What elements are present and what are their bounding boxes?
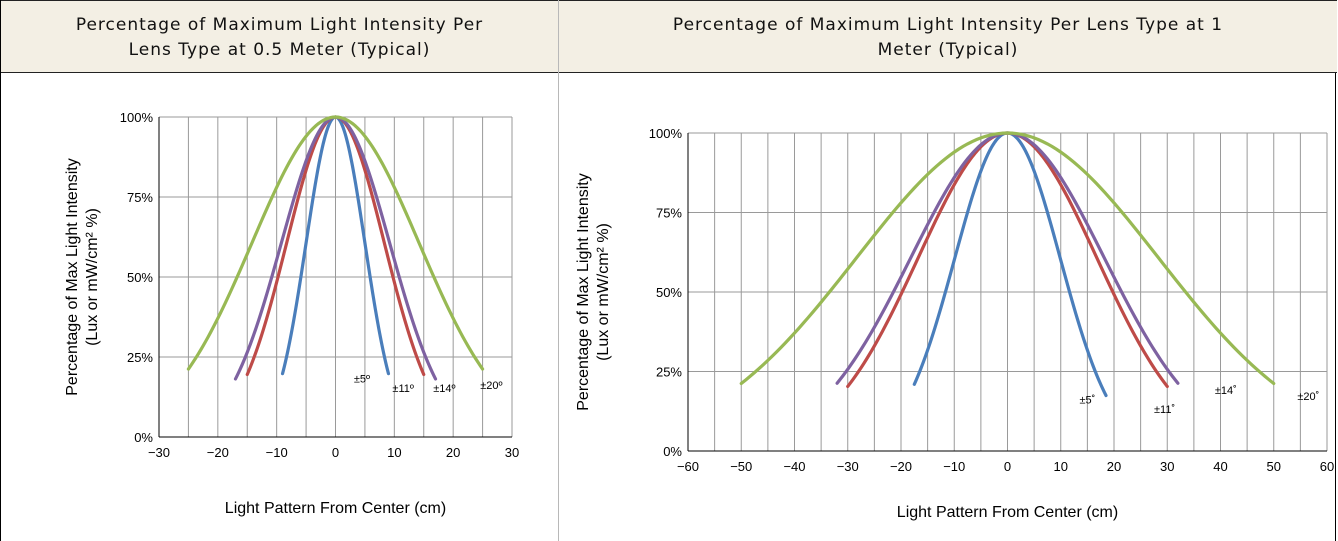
- table-header-row: Percentage of Maximum Light Intensity Pe…: [1, 0, 1337, 73]
- y-tick-label: 25%: [127, 350, 153, 365]
- series-label-4: ±20º: [480, 380, 502, 392]
- x-tick-label: −50: [730, 459, 752, 474]
- x-tick-label: 10: [387, 445, 401, 460]
- series-label-1: ±5˚: [1079, 394, 1095, 406]
- series-label-4: ±20˚: [1297, 391, 1319, 403]
- series-label-3: ±14˚: [1215, 385, 1237, 397]
- series-line-4: [186, 115, 485, 371]
- x-tick-label: −40: [783, 459, 805, 474]
- y-axis-label-line2: (Lux or mW/cm² %): [84, 208, 101, 346]
- x-tick-label: 20: [446, 445, 460, 460]
- y-axis-label-line1: Percentage of Max Light Intensity: [64, 158, 81, 395]
- left-column-header: Percentage of Maximum Light Intensity Pe…: [1, 1, 558, 74]
- chart-0.5-meter: 0% 25% 50% 75% 100% −30 −20 −10 0 10 20 30 Light Pat…: [64, 110, 519, 517]
- x-axis-label: Light Pattern From Center (cm): [897, 504, 1118, 521]
- x-tick-label: 0: [1004, 459, 1011, 474]
- y-tick-label: 0%: [663, 444, 682, 459]
- series-line-1: [912, 131, 1108, 398]
- x-tick-label: 30: [1160, 459, 1174, 474]
- left-header-line1: Percentage of Maximum Light Intensity Pe…: [75, 14, 484, 35]
- column-divider: [558, 0, 559, 541]
- x-tick-label: −60: [677, 459, 699, 474]
- y-tick-label: 75%: [656, 206, 682, 221]
- y-tick-label: 0%: [134, 430, 153, 445]
- x-tick-label: −20: [207, 445, 229, 460]
- x-tick-label: 50: [1267, 459, 1281, 474]
- x-tick-label: −10: [943, 459, 965, 474]
- y-axis-label-line1: Percentage of Max Light Intensity: [575, 173, 592, 410]
- left-header-line2: Lens Type at 0.5 Meter (Typical): [128, 39, 431, 60]
- right-header-line1: Percentage of Maximum Light Intensity Pe…: [672, 14, 1224, 35]
- series-label-2: ±11º: [392, 383, 413, 395]
- x-tick-label: 60: [1320, 459, 1334, 474]
- y-tick-label: 25%: [656, 365, 682, 380]
- series-line-4: [739, 131, 1276, 386]
- x-tick-label: −30: [148, 445, 170, 460]
- x-tick-label: 10: [1054, 459, 1068, 474]
- x-tick-label: 0: [332, 445, 339, 460]
- x-axis-label: Light Pattern From Center (cm): [225, 500, 446, 517]
- y-tick-label: 75%: [127, 190, 153, 205]
- right-header-line2: Meter (Typical): [877, 39, 1019, 60]
- x-tick-label: −20: [890, 459, 912, 474]
- y-tick-label: 50%: [656, 285, 682, 300]
- x-tick-label: 40: [1213, 459, 1227, 474]
- right-column-header: Percentage of Maximum Light Intensity Pe…: [559, 1, 1337, 74]
- x-tick-label: 20: [1107, 459, 1121, 474]
- y-tick-label: 50%: [127, 270, 153, 285]
- series-label-2: ±11˚: [1154, 404, 1175, 416]
- y-tick-label: 100%: [649, 126, 683, 141]
- series-label-1: ±5º: [354, 374, 370, 386]
- series-label-3: ±14º: [433, 383, 455, 395]
- x-tick-label: −30: [837, 459, 859, 474]
- x-tick-label: 30: [505, 445, 519, 460]
- y-axis-label-line2: (Lux or mW/cm² %): [595, 223, 612, 361]
- y-tick-label: 100%: [120, 110, 154, 125]
- x-tick-label: −10: [266, 445, 288, 460]
